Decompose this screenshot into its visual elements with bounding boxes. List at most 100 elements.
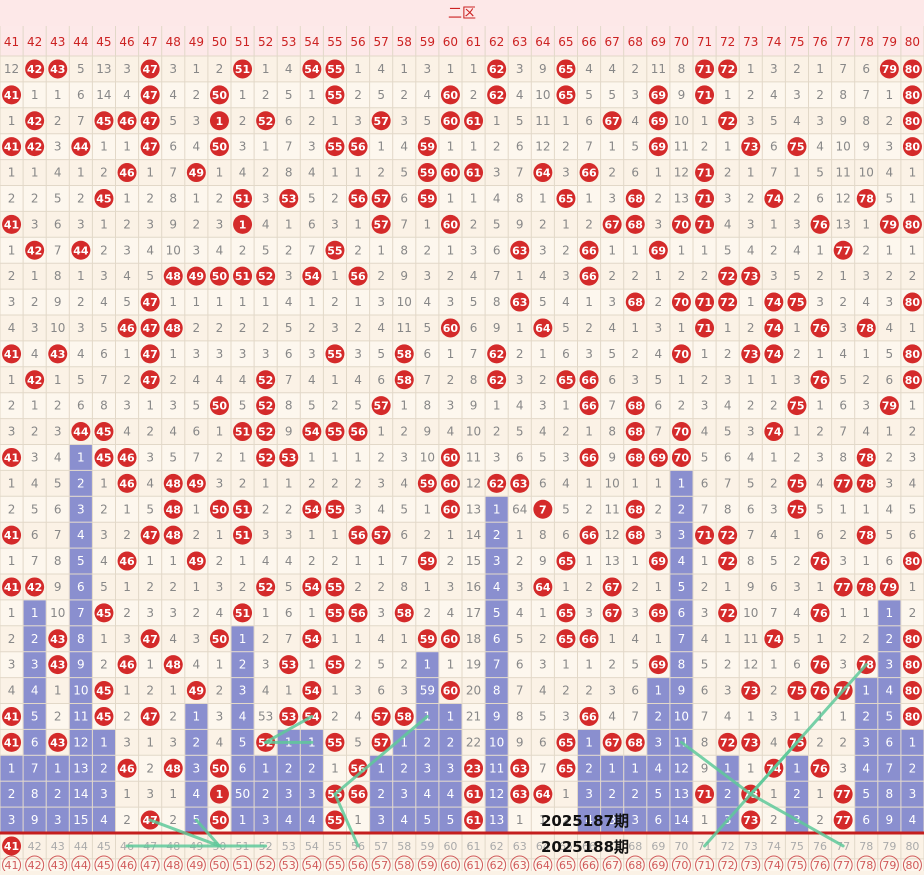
miss-count: 3 xyxy=(562,166,570,180)
trend-bar-cell xyxy=(416,755,439,781)
draw-ball xyxy=(279,188,299,208)
draw-ball xyxy=(25,240,45,260)
miss-count: 2 xyxy=(54,114,62,128)
miss-count: 2 xyxy=(239,243,247,257)
miss-count: 4 xyxy=(123,269,131,283)
miss-count: 4 xyxy=(193,373,201,387)
pending-number: 61 xyxy=(467,840,481,853)
trend-bar-cell xyxy=(878,626,901,652)
draw-ball-number: 66 xyxy=(581,374,597,387)
miss-count: 1 xyxy=(724,632,732,646)
miss-count: 3 xyxy=(655,217,663,231)
trend-bar-value: 1 xyxy=(424,658,432,672)
draw-ball-number: 74 xyxy=(766,426,782,439)
trend-bar-value: 3 xyxy=(54,813,62,827)
pending-number: 65 xyxy=(559,840,573,853)
draw-ball xyxy=(556,758,576,778)
draw-ball xyxy=(810,318,830,338)
miss-count: 1 xyxy=(239,554,247,568)
draw-ball xyxy=(579,525,599,545)
draw-ball xyxy=(209,499,229,519)
trend-bar-value: 2 xyxy=(239,658,247,672)
miss-count: 6 xyxy=(724,450,732,464)
draw-ball xyxy=(302,629,322,649)
draw-ball-number: 73 xyxy=(743,814,758,827)
miss-count: 8 xyxy=(839,88,847,102)
miss-count: 4 xyxy=(631,632,639,646)
draw-ball xyxy=(25,111,45,131)
miss-count: 3 xyxy=(100,528,108,542)
trend-bar-value: 4 xyxy=(862,761,870,775)
draw-ball-number: 47 xyxy=(142,322,157,335)
draw-ball-number: 47 xyxy=(142,63,157,76)
draw-ball-number: 53 xyxy=(281,710,296,723)
draw-ball-number: 42 xyxy=(27,374,42,387)
draw-ball xyxy=(279,706,299,726)
miss-count: 3 xyxy=(146,217,154,231)
miss-count: 1 xyxy=(793,425,801,439)
miss-count: 3 xyxy=(793,580,801,594)
select-number: 65 xyxy=(559,859,573,871)
miss-count: 6 xyxy=(516,140,524,154)
miss-count: 4 xyxy=(886,502,894,516)
pending-number: 64 xyxy=(536,840,550,853)
miss-count: 1 xyxy=(308,528,316,542)
miss-count: 2 xyxy=(193,217,201,231)
miss-count: 8 xyxy=(539,528,547,542)
draw-ball xyxy=(371,396,391,416)
draw-ball-number: 56 xyxy=(350,270,366,283)
miss-count: 1 xyxy=(816,580,824,594)
trend-bar-value: 8 xyxy=(886,787,894,801)
trend-bar-value: 1 xyxy=(655,684,663,698)
draw-ball-number: 67 xyxy=(604,736,619,749)
miss-count: 4 xyxy=(839,347,847,361)
draw-ball-number: 41 xyxy=(4,451,19,464)
miss-count: 2 xyxy=(308,321,316,335)
draw-ball xyxy=(440,681,460,701)
draw-ball xyxy=(764,188,784,208)
draw-ball xyxy=(625,396,645,416)
draw-ball xyxy=(833,577,853,597)
trend-bar-value: 2 xyxy=(262,787,270,801)
draw-ball xyxy=(879,59,899,79)
trend-bar-cell xyxy=(46,755,69,781)
draw-ball xyxy=(764,422,784,442)
draw-ball-number: 71 xyxy=(697,788,712,801)
miss-count: 2 xyxy=(562,684,570,698)
draw-ball-number: 68 xyxy=(628,529,643,542)
draw-ball-number: 48 xyxy=(166,322,181,335)
miss-count: 6 xyxy=(770,580,778,594)
draw-ball-number: 49 xyxy=(189,167,204,180)
miss-count: 3 xyxy=(655,321,663,335)
draw-ball xyxy=(186,551,206,571)
miss-count: 7 xyxy=(400,554,408,568)
column-header: 47 xyxy=(143,35,158,49)
trend-bar-value: 9 xyxy=(31,813,39,827)
miss-count: 5 xyxy=(100,580,108,594)
draw-ball-number: 66 xyxy=(581,529,597,542)
select-number: 63 xyxy=(513,859,527,871)
draw-ball-number: 1 xyxy=(239,218,247,231)
draw-ball-number: 41 xyxy=(4,218,19,231)
draw-ball xyxy=(487,473,507,493)
trend-bar-cell xyxy=(647,807,670,833)
miss-count: 2 xyxy=(909,269,917,283)
draw-ball-number: 67 xyxy=(604,115,619,128)
draw-ball xyxy=(417,188,437,208)
trend-bar-cell xyxy=(23,626,46,652)
draw-ball xyxy=(533,163,553,183)
column-header: 45 xyxy=(96,35,111,49)
trend-bar-value: 2 xyxy=(447,735,455,749)
miss-count: 8 xyxy=(169,191,177,205)
draw-ball xyxy=(417,629,437,649)
miss-count: 2 xyxy=(770,399,778,413)
draw-ball-number: 48 xyxy=(166,477,181,490)
draw-ball-number: 78 xyxy=(859,581,874,594)
miss-count: 1 xyxy=(655,269,663,283)
select-number: 61 xyxy=(467,859,481,871)
trend-bar-cell xyxy=(69,729,92,755)
trend-bar-value: 5 xyxy=(31,709,39,723)
draw-ball xyxy=(25,137,45,157)
trend-bar-value: 1 xyxy=(400,735,408,749)
draw-ball xyxy=(648,447,668,467)
